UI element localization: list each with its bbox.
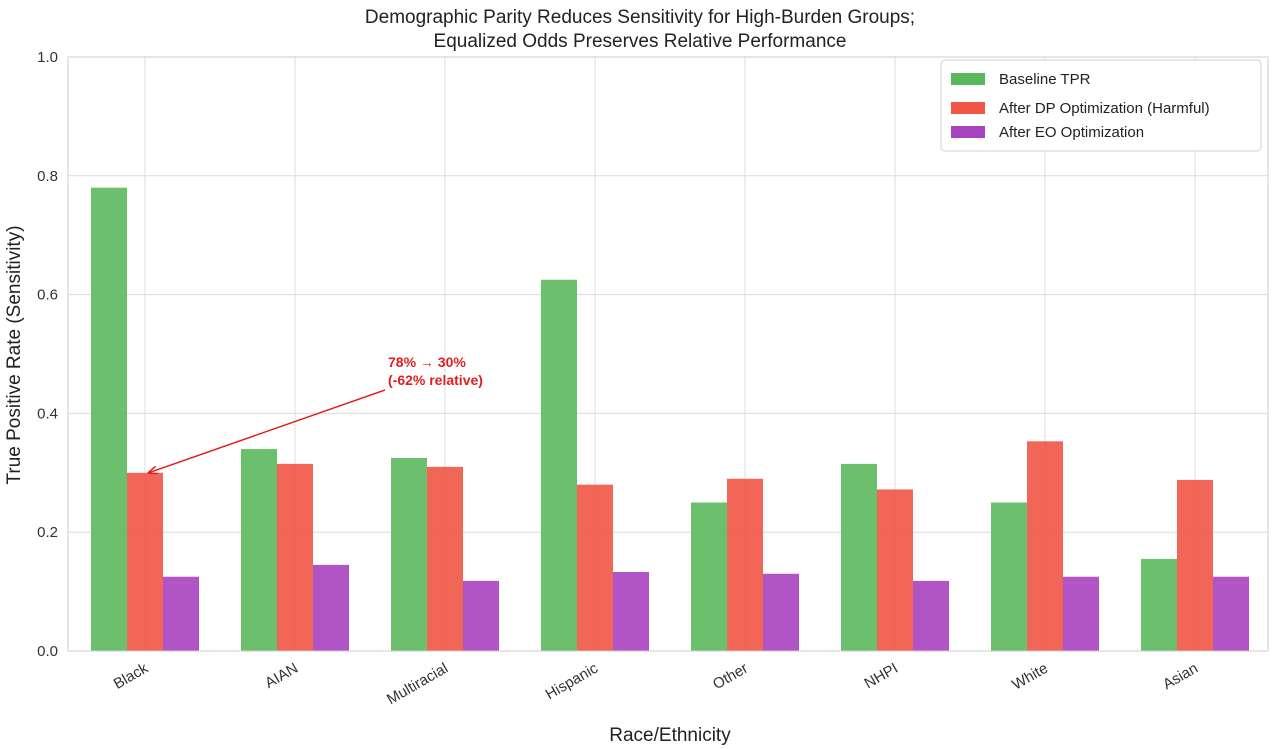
bar	[91, 187, 127, 651]
legend-swatch-eo	[951, 126, 985, 138]
bar	[1063, 576, 1099, 651]
bar	[1177, 479, 1213, 651]
y-tick-label: 0.4	[37, 405, 58, 422]
bar	[541, 279, 577, 651]
bar	[841, 463, 877, 651]
bar	[1027, 441, 1063, 651]
legend-label-dp: After DP Optimization (Harmful)	[999, 100, 1210, 117]
legend-label-baseline: Baseline TPR	[999, 71, 1091, 88]
annotation-line-2: (-62% relative)	[388, 372, 483, 388]
chart-title-line-1: Demographic Parity Reduces Sensitivity f…	[365, 7, 915, 28]
bar	[577, 484, 613, 651]
bar	[427, 466, 463, 651]
bar	[1141, 558, 1177, 651]
bar	[1213, 576, 1249, 651]
x-axis-label: Race/Ethnicity	[609, 725, 731, 746]
bar	[691, 502, 727, 651]
bar	[127, 472, 163, 651]
y-tick-label: 1.0	[37, 49, 58, 66]
legend: Baseline TPR After DP Optimization (Harm…	[940, 59, 1262, 152]
bar	[241, 449, 277, 651]
annotation: 78% → 30% (-62% relative)	[149, 354, 483, 473]
y-tick-label: 0.2	[37, 524, 58, 541]
bar	[913, 580, 949, 651]
bar	[313, 564, 349, 651]
y-axis-label: True Positive Rate (Sensitivity)	[4, 225, 25, 484]
bar	[877, 489, 913, 651]
legend-swatch-baseline	[951, 73, 985, 85]
y-tick-label: 0.6	[37, 287, 58, 304]
bars	[91, 187, 1249, 651]
y-tick-label: 0.8	[37, 168, 58, 185]
bar	[391, 457, 427, 651]
bar	[763, 573, 799, 651]
annotation-arrow	[149, 389, 386, 473]
bar	[613, 571, 649, 651]
bar	[727, 478, 763, 651]
annotation-line-1: 78% → 30%	[388, 354, 466, 370]
legend-label-eo: After EO Optimization	[999, 124, 1144, 141]
plot-frame	[67, 56, 1269, 652]
chart-title-line-2: Equalized Odds Preserves Relative Perfor…	[434, 31, 847, 52]
y-tick-label: 0.0	[37, 643, 58, 660]
bar	[463, 580, 499, 651]
legend-swatch-dp	[951, 102, 985, 114]
bar	[991, 502, 1027, 651]
bar	[163, 576, 199, 651]
bar	[277, 463, 313, 651]
legend-box	[940, 59, 1262, 152]
